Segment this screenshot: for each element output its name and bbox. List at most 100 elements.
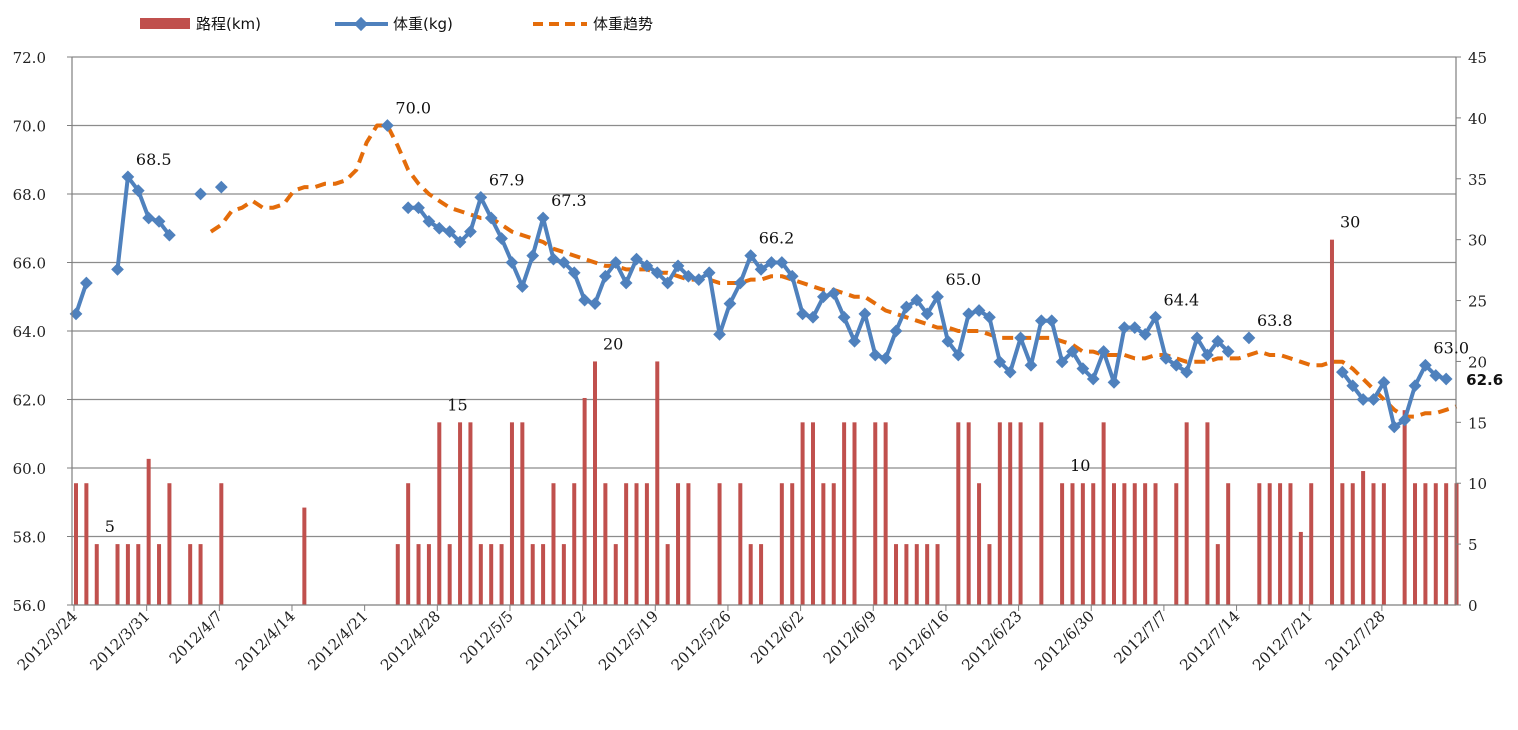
distance-bar — [779, 483, 784, 605]
distance-bar — [1433, 483, 1438, 605]
distance-bar — [541, 544, 546, 605]
distance-bar — [977, 483, 982, 605]
data-label: 67.9 — [489, 170, 525, 189]
x-axis-ticks: 2012/3/24 2012/3/31 2012/4/7 2012/4/14 2012/… — [14, 605, 1389, 674]
data-label: 67.3 — [551, 191, 587, 210]
distance-bar — [1226, 483, 1231, 605]
data-label: 68.5 — [136, 150, 172, 169]
weight-point — [432, 221, 446, 235]
weight-point — [1439, 372, 1453, 386]
distance-bar — [1018, 422, 1023, 605]
y-left-tick-label: 60.0 — [13, 460, 46, 478]
distance-bar — [447, 544, 452, 605]
weight-point — [879, 352, 893, 365]
x-tick-label: 2012/5/26 — [668, 607, 735, 674]
y-left-tick-label: 66.0 — [13, 255, 46, 273]
x-tick-label: 2012/4/28 — [377, 607, 444, 674]
weight-point — [152, 215, 166, 228]
distance-bar — [468, 422, 473, 605]
distance-bar — [146, 458, 151, 605]
x-tick-label: 2012/5/19 — [595, 607, 662, 674]
weight-point — [131, 184, 145, 197]
weight-point — [412, 201, 425, 215]
distance-bar — [219, 483, 224, 605]
y-left-tick-label: 68.0 — [13, 186, 46, 204]
distance-bar — [1309, 483, 1314, 605]
y-right-tick-label: 5 — [1468, 536, 1478, 554]
distance-bar — [1371, 483, 1376, 605]
x-tick-label: 2012/3/24 — [14, 607, 81, 674]
distance-bar — [686, 483, 691, 605]
distance-bar — [997, 422, 1002, 605]
x-tick-label: 2012/6/2 — [747, 607, 807, 667]
weight-series — [69, 119, 1453, 434]
distance-bar — [1205, 422, 1210, 605]
distance-bar — [1267, 483, 1272, 605]
distance-bar — [644, 483, 649, 605]
distance-bar — [1444, 483, 1449, 605]
data-label: 15 — [447, 395, 467, 414]
distance-bar — [883, 422, 888, 605]
distance-bar — [987, 544, 992, 605]
distance-bar — [717, 483, 722, 605]
distance-bar — [894, 544, 899, 605]
distance-bar — [406, 483, 411, 605]
weight-point — [547, 252, 560, 266]
x-tick-label: 2012/7/7 — [1110, 607, 1170, 667]
distance-bar — [1215, 544, 1220, 605]
weight-point — [536, 211, 550, 225]
distance-bar — [1153, 483, 1158, 605]
x-tick-label: 2012/6/30 — [1031, 607, 1098, 674]
distance-bar — [1132, 483, 1137, 605]
distance-bar — [1278, 483, 1283, 605]
weight-point — [381, 119, 394, 132]
weight-point — [142, 211, 156, 225]
legend-label-weight: 体重(kg) — [393, 15, 453, 33]
distance-bar — [800, 422, 805, 605]
x-tick-label: 2012/4/21 — [304, 607, 371, 674]
data-label: 65.0 — [946, 270, 982, 289]
x-tick-label: 2012/6/9 — [820, 607, 880, 667]
distance-bar — [1423, 483, 1428, 605]
weight-point — [443, 225, 457, 239]
weight-point — [111, 262, 124, 276]
weight-point — [827, 286, 841, 300]
distance-bar — [509, 422, 514, 605]
data-label: 70.0 — [395, 99, 431, 118]
distance-bar — [665, 544, 670, 605]
weight-point — [578, 293, 591, 307]
distance-bar — [603, 483, 608, 605]
distance-bar — [842, 422, 847, 605]
x-tick-label: 2012/6/16 — [886, 607, 953, 674]
distance-bar — [1413, 483, 1418, 605]
weight-point — [80, 276, 93, 290]
distance-bar — [572, 483, 577, 605]
y-right-tick-label: 20 — [1468, 353, 1487, 371]
weight-point — [484, 211, 498, 225]
legend: 路程(km) 体重(kg) 体重趋势 — [140, 15, 653, 33]
trend-series-line — [209, 123, 1458, 419]
legend-marker-weight — [353, 16, 369, 32]
distance-bar — [1039, 422, 1044, 605]
distance-bar — [530, 544, 535, 605]
legend-label-distance: 路程(km) — [196, 15, 261, 33]
weight-point — [505, 256, 519, 269]
data-label: 64.4 — [1164, 290, 1200, 309]
distance-bar — [852, 422, 857, 605]
weight-point — [868, 348, 882, 362]
distance-bar — [1060, 483, 1065, 605]
distance-bar — [1080, 483, 1085, 605]
y-left-tick-label: 62.0 — [13, 392, 46, 410]
weight-point — [163, 228, 176, 242]
y-axis-right-ticks: 0 5 10 15 20 25 30 35 40 45 — [1456, 49, 1487, 615]
distance-bar — [1350, 483, 1355, 605]
weight-point — [1107, 376, 1121, 389]
data-label: 30 — [1340, 213, 1360, 232]
distance-bar — [1122, 483, 1127, 605]
distance-bar — [1143, 483, 1148, 605]
distance-bar — [655, 361, 660, 605]
x-tick-label: 2012/7/28 — [1322, 607, 1389, 674]
weight-point — [588, 297, 602, 310]
distance-bar — [395, 544, 400, 605]
weight-point — [796, 307, 809, 321]
